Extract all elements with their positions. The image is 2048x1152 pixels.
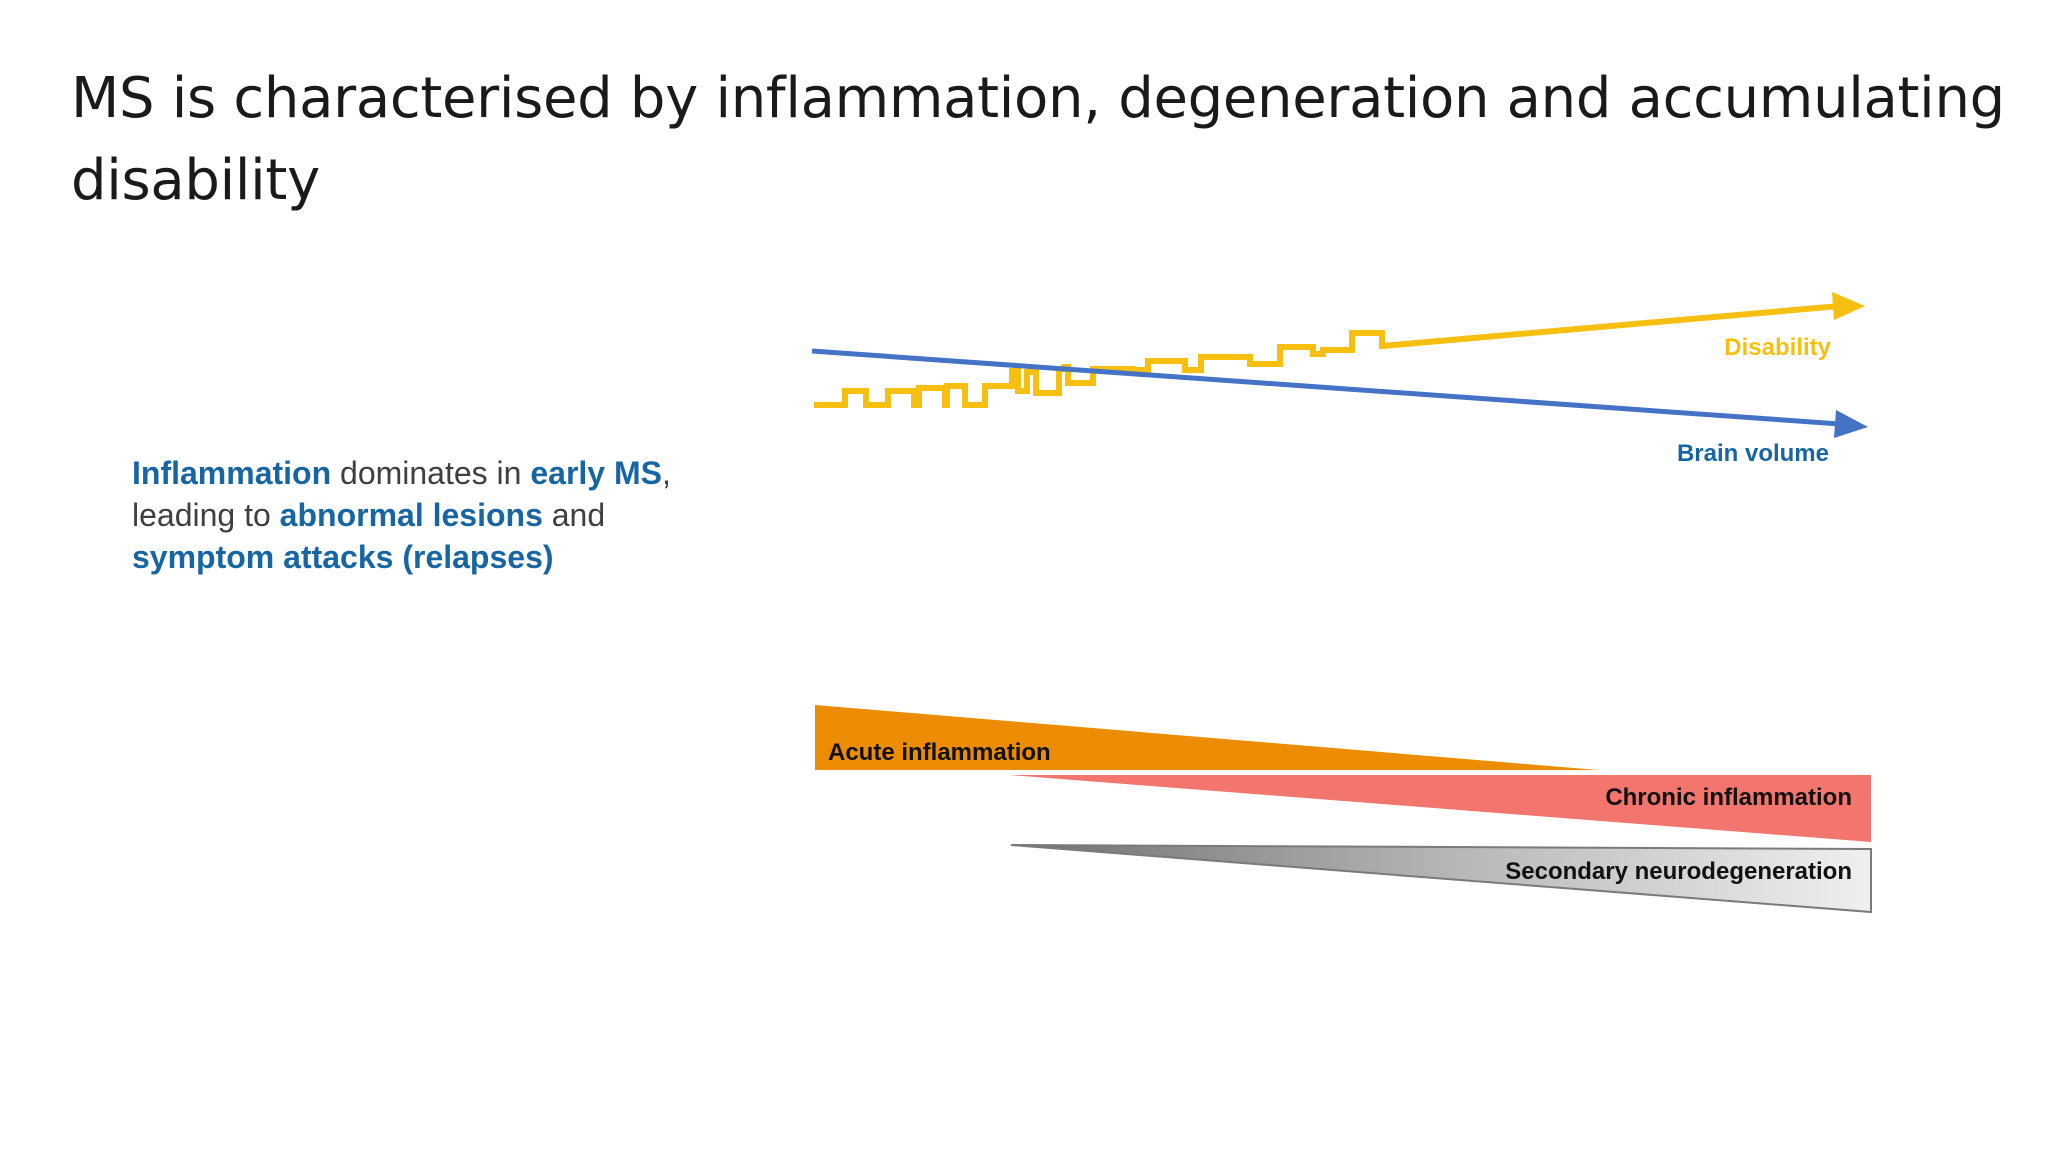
chronic-inflammation-label: Chronic inflammation <box>1605 784 1852 811</box>
disability-trend: Disability <box>814 292 1865 408</box>
disability-step-line <box>814 303 1841 408</box>
acute-inflammation-bar: Acute inflammation <box>815 705 1598 770</box>
acute-inflammation-wedge <box>815 705 1598 770</box>
highlight-abnormal-lesions: abnormal lesions <box>279 497 543 533</box>
brain-volume-arrowhead <box>1834 410 1868 438</box>
highlight-symptom-attacks: symptom attacks (relapses) <box>132 539 554 575</box>
summary-text: Inflammation dominates in early MS, lead… <box>132 452 772 578</box>
highlight-inflammation: Inflammation <box>132 455 332 491</box>
neurodegeneration-wedge <box>1010 844 1872 914</box>
brain-volume-line <box>811 348 1841 427</box>
disability-arrowhead <box>1832 292 1865 320</box>
brain-volume-label: Brain volume <box>1677 440 1829 467</box>
brain-volume-trend: Brain volume <box>811 348 1868 467</box>
summary-text-part: , <box>661 455 671 491</box>
acute-inflammation-label: Acute inflammation <box>828 739 1051 766</box>
chronic-inflammation-wedge <box>1009 775 1871 842</box>
summary-text-part: leading to <box>132 497 280 533</box>
disability-label: Disability <box>1724 334 1831 361</box>
summary-text-part: dominates in <box>331 455 531 491</box>
summary-text-part: and <box>542 497 606 533</box>
chronic-inflammation-bar: Chronic inflammation <box>1009 775 1871 842</box>
slide-title: MS is characterised by inflammation, deg… <box>71 66 2005 213</box>
highlight-early-ms: early MS <box>530 455 662 491</box>
neurodegeneration-bar: Secondary neurodegeneration <box>1010 844 1872 914</box>
neurodegeneration-label: Secondary neurodegeneration <box>1505 858 1852 885</box>
